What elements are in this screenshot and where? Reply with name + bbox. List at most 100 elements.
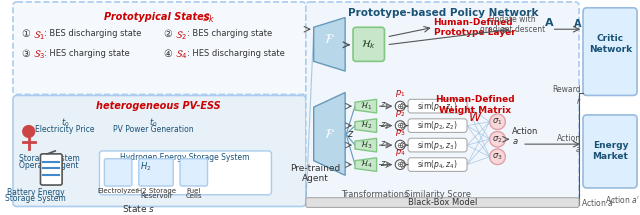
Text: A: A <box>545 18 554 28</box>
Text: Fuel: Fuel <box>187 188 201 194</box>
Text: : HES charging state: : HES charging state <box>44 49 130 58</box>
Text: $\oplus$: $\oplus$ <box>396 121 404 130</box>
Text: $\sigma_1$: $\sigma_1$ <box>492 117 502 127</box>
Text: heterogeneous PV-ESS: heterogeneous PV-ESS <box>96 101 221 111</box>
Polygon shape <box>355 138 376 152</box>
Text: $\mathcal{S}_4$: $\mathcal{S}_4$ <box>175 49 188 61</box>
FancyBboxPatch shape <box>353 27 385 61</box>
Text: PV Power Generation: PV Power Generation <box>113 125 194 134</box>
FancyBboxPatch shape <box>306 198 579 207</box>
Text: Action $a'$: Action $a'$ <box>581 197 616 208</box>
Circle shape <box>396 121 405 131</box>
Text: : BES charging state: : BES charging state <box>187 29 272 38</box>
Text: Transformations: Transformations <box>341 190 408 199</box>
Text: $\mathrm{sim}(p_4,z_4)$: $\mathrm{sim}(p_4,z_4)$ <box>417 158 458 171</box>
FancyBboxPatch shape <box>13 95 306 206</box>
Text: $\mathcal{H}_4$: $\mathcal{H}_4$ <box>360 159 372 170</box>
Text: $W$: $W$ <box>467 111 483 124</box>
Text: ①: ① <box>21 29 29 39</box>
Text: $t_0$: $t_0$ <box>149 117 158 129</box>
Text: Critic
Network: Critic Network <box>589 34 632 54</box>
Polygon shape <box>314 18 345 71</box>
FancyBboxPatch shape <box>583 8 637 95</box>
Text: Hydrogen Energy Storage System: Hydrogen Energy Storage System <box>120 153 250 162</box>
Text: : BES discharging state: : BES discharging state <box>44 29 142 38</box>
Text: $H_2$: $H_2$ <box>140 161 151 173</box>
FancyBboxPatch shape <box>408 119 467 132</box>
Circle shape <box>396 140 405 150</box>
Text: $\mathcal{H}_1$: $\mathcal{H}_1$ <box>360 100 372 112</box>
Text: Storage System: Storage System <box>5 194 66 203</box>
Text: Reservoir: Reservoir <box>140 193 173 199</box>
Text: $z_2$: $z_2$ <box>380 120 389 131</box>
Text: Storage System: Storage System <box>19 154 79 163</box>
Text: ②: ② <box>163 29 172 39</box>
Text: H2 Storage: H2 Storage <box>137 188 176 194</box>
Polygon shape <box>355 119 376 132</box>
Circle shape <box>490 149 506 165</box>
Text: Human-Defined
Weight Matrix: Human-Defined Weight Matrix <box>435 95 515 115</box>
Text: ④: ④ <box>163 49 172 59</box>
Text: Battery Energy: Battery Energy <box>7 188 65 197</box>
Text: Electricity Price: Electricity Price <box>35 125 95 134</box>
Text: $\mathcal{H}_k$: $\mathcal{H}_k$ <box>361 38 376 51</box>
Circle shape <box>23 126 35 137</box>
Text: $\mathrm{sim}(p_2,z_2)$: $\mathrm{sim}(p_2,z_2)$ <box>417 119 458 132</box>
Text: $\mathcal{H}_2$: $\mathcal{H}_2$ <box>360 120 372 131</box>
FancyBboxPatch shape <box>99 151 271 195</box>
Circle shape <box>490 132 506 147</box>
Text: $\sigma_2$: $\sigma_2$ <box>492 134 503 144</box>
FancyBboxPatch shape <box>180 159 207 186</box>
FancyBboxPatch shape <box>408 138 467 152</box>
Text: Prototypical States: Prototypical States <box>104 12 213 22</box>
FancyBboxPatch shape <box>583 115 637 188</box>
Polygon shape <box>355 99 376 113</box>
Text: $\mathcal{S}_2$: $\mathcal{S}_2$ <box>175 29 187 42</box>
Text: Prototype-based Policy Network: Prototype-based Policy Network <box>348 8 539 18</box>
Text: Black-Box Model: Black-Box Model <box>408 198 477 207</box>
Text: $\oplus$: $\oplus$ <box>396 102 404 111</box>
Text: $\mathrm{sim}(p_1,z_1)$: $\mathrm{sim}(p_1,z_1)$ <box>417 100 458 113</box>
Text: $\mathcal{F}$: $\mathcal{F}$ <box>324 33 335 46</box>
Text: Operator Agent: Operator Agent <box>19 161 78 170</box>
Text: Update with
gradient descent: Update with gradient descent <box>479 15 545 34</box>
Text: Pre-trained
Agent: Pre-trained Agent <box>291 164 340 183</box>
FancyBboxPatch shape <box>40 154 62 185</box>
Text: $z_3$: $z_3$ <box>380 140 389 150</box>
FancyBboxPatch shape <box>13 2 306 94</box>
Text: $z_4$: $z_4$ <box>380 159 389 170</box>
FancyBboxPatch shape <box>408 158 467 171</box>
Text: ③: ③ <box>21 49 29 59</box>
Text: : HES discharging state: : HES discharging state <box>187 49 285 58</box>
Text: Similarity Score: Similarity Score <box>404 190 470 199</box>
Text: State $s$: State $s$ <box>122 203 156 213</box>
FancyBboxPatch shape <box>408 99 467 113</box>
Text: Action
$a$: Action $a$ <box>512 127 539 146</box>
Text: $t_0$: $t_0$ <box>61 117 69 129</box>
Text: Reward
$r$: Reward $r$ <box>552 85 581 106</box>
Text: $p_1$: $p_1$ <box>395 88 405 99</box>
Text: $\mathcal{S}_k$: $\mathcal{S}_k$ <box>201 12 214 26</box>
Polygon shape <box>355 158 376 171</box>
Text: $\mathcal{H}_3$: $\mathcal{H}_3$ <box>360 139 372 151</box>
Polygon shape <box>314 92 345 175</box>
Text: $z$: $z$ <box>347 129 355 139</box>
Circle shape <box>490 114 506 129</box>
Text: $p_2$: $p_2$ <box>395 108 406 119</box>
FancyBboxPatch shape <box>139 159 173 186</box>
Text: $\oplus$: $\oplus$ <box>396 160 404 169</box>
Text: Electrolyzer: Electrolyzer <box>97 188 139 194</box>
Text: Cells: Cells <box>186 193 202 199</box>
Text: $\mathcal{F}$: $\mathcal{F}$ <box>324 128 335 141</box>
Text: Human-Defined
Prototype Layer: Human-Defined Prototype Layer <box>434 18 515 37</box>
Text: $\sigma_3$: $\sigma_3$ <box>492 152 503 162</box>
Text: A: A <box>573 20 581 29</box>
Circle shape <box>396 160 405 169</box>
Text: $\mathcal{S}_3$: $\mathcal{S}_3$ <box>33 49 45 61</box>
FancyBboxPatch shape <box>104 159 132 186</box>
Text: Energy
Market: Energy Market <box>593 141 628 161</box>
Text: $\mathrm{sim}(p_3,z_3)$: $\mathrm{sim}(p_3,z_3)$ <box>417 139 458 152</box>
Text: Action $a'$: Action $a'$ <box>605 194 640 205</box>
FancyBboxPatch shape <box>306 2 579 202</box>
Circle shape <box>396 101 405 111</box>
